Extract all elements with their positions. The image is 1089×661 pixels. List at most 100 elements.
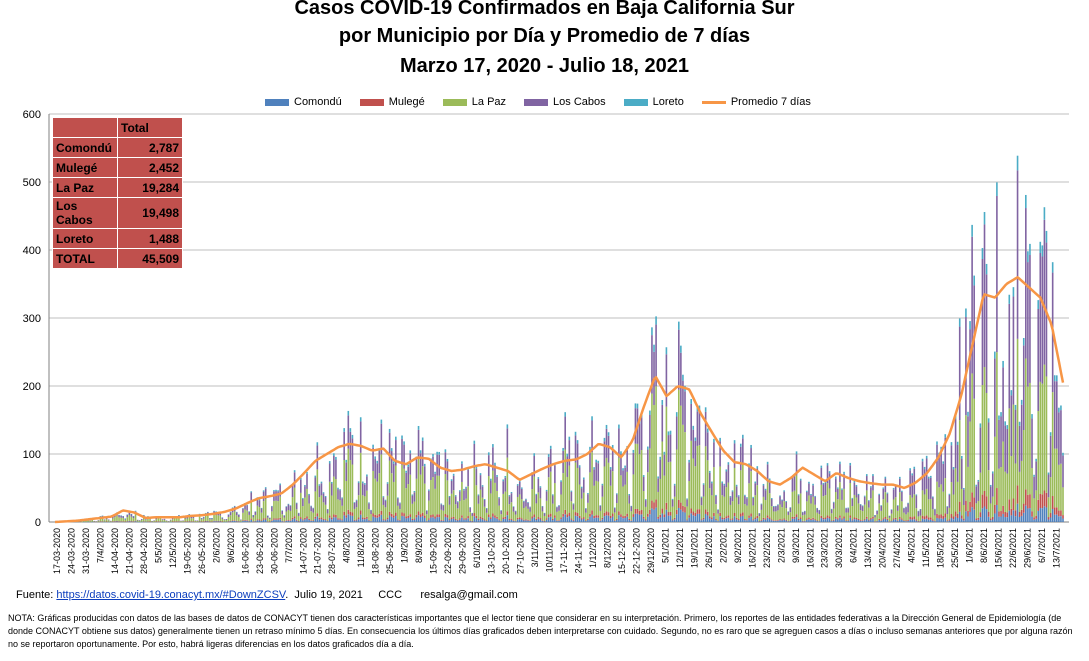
bar-segment bbox=[425, 510, 428, 515]
bar-segment bbox=[525, 498, 527, 500]
bar-segment bbox=[107, 520, 110, 522]
bar-segment bbox=[979, 472, 982, 513]
bar-segment bbox=[839, 461, 841, 465]
bar-segment bbox=[917, 510, 920, 512]
bar-segment bbox=[638, 514, 641, 522]
bar-segment bbox=[324, 520, 327, 522]
bar-segment bbox=[361, 495, 364, 518]
bar-segment bbox=[1041, 245, 1044, 257]
bar-segment bbox=[706, 428, 709, 433]
bar-segment bbox=[996, 182, 998, 196]
bar-segment bbox=[487, 514, 490, 518]
bar-segment bbox=[694, 466, 697, 513]
bar-segment bbox=[128, 514, 131, 521]
bar-segment bbox=[496, 475, 498, 477]
bar-segment bbox=[485, 512, 488, 521]
bar-segment bbox=[973, 497, 975, 510]
bar-segment bbox=[783, 518, 785, 520]
bar-segment bbox=[83, 521, 85, 523]
bar-segment bbox=[295, 502, 298, 504]
bar-segment bbox=[857, 495, 860, 504]
bar-segment bbox=[541, 520, 544, 521]
bar-segment bbox=[469, 507, 471, 508]
bar-segment bbox=[403, 468, 405, 514]
bar-segment bbox=[925, 518, 928, 522]
bar-segment bbox=[791, 516, 794, 519]
bar-segment bbox=[989, 484, 992, 487]
bar-segment bbox=[855, 497, 858, 518]
source-link[interactable]: https://datos.covid-19.conacyt.mx/#DownZ… bbox=[56, 589, 286, 601]
bar-segment bbox=[886, 519, 889, 522]
bar-segment bbox=[351, 464, 354, 513]
totals-value: 2,452 bbox=[117, 157, 183, 178]
bar-segment bbox=[1049, 477, 1052, 514]
bar-segment bbox=[981, 248, 984, 259]
bar-segment bbox=[870, 518, 872, 520]
bar-segment bbox=[572, 519, 575, 521]
bar-segment bbox=[531, 489, 533, 517]
bar-segment bbox=[1060, 463, 1062, 511]
bar-segment bbox=[407, 464, 410, 467]
bar-segment bbox=[812, 483, 814, 486]
bar-segment bbox=[1022, 429, 1025, 504]
bar-segment bbox=[744, 519, 746, 521]
x-tick-label: 18/5/2021 bbox=[936, 528, 946, 568]
bar-segment bbox=[533, 476, 536, 515]
bar-segment bbox=[475, 518, 478, 522]
bar-segment bbox=[775, 520, 777, 521]
bar-segment bbox=[909, 519, 911, 522]
x-tick-label: 14-07-2020 bbox=[298, 528, 308, 574]
bar-segment bbox=[130, 521, 133, 522]
bar-segment bbox=[925, 515, 928, 519]
bar-segment bbox=[669, 434, 672, 462]
bar-segment bbox=[735, 484, 738, 487]
bar-segment bbox=[1053, 375, 1056, 382]
bar-segment bbox=[981, 508, 984, 522]
bar-segment bbox=[285, 520, 288, 522]
bar-segment bbox=[370, 521, 372, 522]
bar-segment bbox=[547, 514, 550, 518]
bar-segment bbox=[364, 483, 366, 485]
bar-segment bbox=[452, 473, 455, 476]
bar-segment bbox=[888, 515, 891, 518]
bar-segment bbox=[376, 515, 379, 518]
bar-segment bbox=[370, 510, 372, 515]
bar-segment bbox=[744, 504, 746, 520]
bar-segment bbox=[595, 462, 597, 481]
bar-segment bbox=[512, 506, 515, 512]
bar-segment bbox=[1000, 412, 1002, 417]
bar-segment bbox=[936, 441, 938, 445]
bar-segment bbox=[659, 478, 662, 515]
bar-segment bbox=[766, 482, 769, 516]
bar-segment bbox=[696, 445, 699, 510]
bar-segment bbox=[238, 521, 240, 522]
bar-segment bbox=[419, 453, 422, 475]
bar-segment bbox=[297, 513, 300, 516]
bar-segment bbox=[824, 495, 827, 518]
bar-segment bbox=[892, 489, 895, 500]
bar-segment bbox=[682, 505, 684, 512]
bar-segment bbox=[820, 467, 823, 485]
bar-segment bbox=[878, 494, 880, 504]
bar-segment bbox=[1053, 514, 1056, 522]
chart-legend: Comondú Mulegé La Paz Los Cabos Loreto P… bbox=[265, 95, 829, 109]
bar-segment bbox=[386, 519, 389, 522]
bar-segment bbox=[657, 476, 659, 479]
bar-segment bbox=[529, 506, 531, 508]
bar-segment bbox=[816, 507, 819, 509]
bar-segment bbox=[283, 515, 286, 516]
bar-segment bbox=[289, 505, 292, 506]
bar-segment bbox=[834, 478, 837, 492]
bar-segment bbox=[163, 518, 166, 520]
x-tick-label: 29/6/2021 bbox=[1023, 528, 1033, 568]
bar-segment bbox=[345, 459, 348, 463]
bar-segment bbox=[816, 520, 819, 522]
bar-segment bbox=[750, 444, 752, 449]
bar-segment bbox=[134, 520, 137, 522]
bar-segment bbox=[252, 517, 255, 522]
bar-segment bbox=[828, 473, 831, 489]
bar-segment bbox=[991, 496, 994, 517]
bar-segment bbox=[675, 449, 678, 510]
bar-segment bbox=[787, 514, 790, 521]
bar-segment bbox=[952, 516, 955, 520]
